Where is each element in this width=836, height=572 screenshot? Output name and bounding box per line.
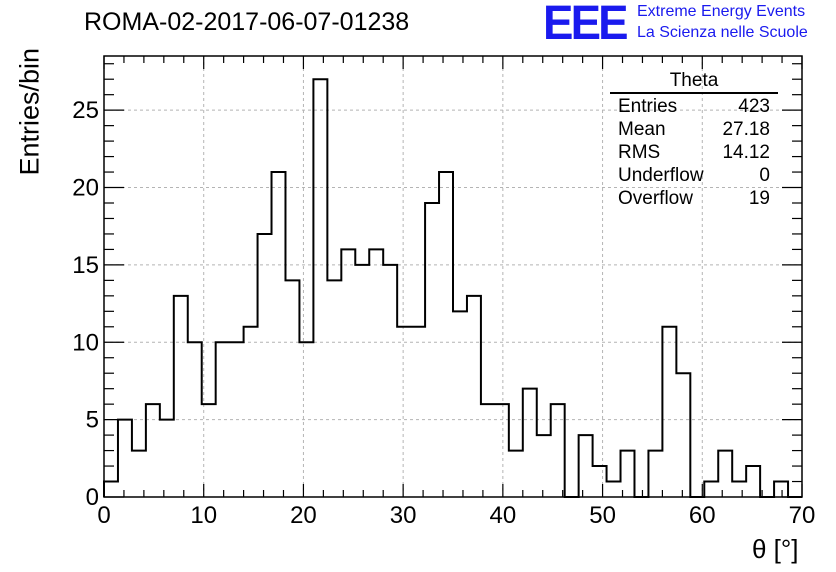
y-tick-label: 20 bbox=[72, 175, 99, 202]
plot-frame bbox=[103, 55, 803, 498]
stats-label: RMS bbox=[618, 142, 661, 163]
stats-label: Mean bbox=[618, 119, 666, 140]
histogram-outline bbox=[103, 78, 802, 498]
x-tick-label: 70 bbox=[789, 502, 816, 529]
tick-labels: 0 10 20 30 40 50 60 70 0 5 10 15 20 25 bbox=[72, 97, 815, 529]
x-tick-label: 20 bbox=[290, 502, 317, 529]
stats-row-overflow: Overflow 19 bbox=[610, 187, 778, 210]
y-axis-title: Entries/bin bbox=[14, 47, 45, 176]
stats-row-underflow: Underflow 0 bbox=[610, 164, 778, 187]
stats-row-mean: Mean 27.18 bbox=[610, 118, 778, 141]
y-tick-label: 15 bbox=[72, 252, 99, 279]
stats-box: Theta Entries 423 Mean 27.18 RMS 14.12 U… bbox=[610, 70, 778, 210]
stats-value: 423 bbox=[738, 96, 770, 117]
y-tick-label: 5 bbox=[86, 407, 99, 434]
logo-caption-line1: Extreme Energy Events bbox=[637, 3, 806, 20]
y-tick-label: 25 bbox=[72, 97, 99, 124]
x-tick-label: 40 bbox=[490, 502, 517, 529]
stats-value: 14.12 bbox=[722, 142, 770, 163]
stats-row-rms: RMS 14.12 bbox=[610, 141, 778, 164]
eee-logo-mark: EEE bbox=[543, 0, 629, 50]
stats-value: 19 bbox=[748, 188, 770, 209]
axis-ticks bbox=[103, 56, 803, 498]
stats-label: Underflow bbox=[618, 165, 704, 186]
x-tick-label: 30 bbox=[390, 502, 417, 529]
y-tick-label: 10 bbox=[72, 329, 99, 356]
stats-value: 0 bbox=[759, 165, 770, 186]
x-tick-label: 0 bbox=[97, 502, 110, 529]
x-tick-label: 10 bbox=[190, 502, 217, 529]
stats-row-entries: Entries 423 bbox=[610, 95, 778, 118]
stats-divider bbox=[610, 92, 778, 94]
stats-title: Theta bbox=[669, 70, 719, 91]
stats-label: Entries bbox=[618, 96, 678, 117]
stats-label: Overflow bbox=[618, 188, 693, 209]
x-tick-label: 50 bbox=[589, 502, 616, 529]
logo-caption-line2: La Scienza nelle Scuole bbox=[637, 24, 808, 41]
run-title: ROMA-02-2017-06-07-01238 bbox=[84, 8, 410, 36]
x-axis-title: θ [°] bbox=[752, 534, 799, 564]
x-tick-label: 60 bbox=[689, 502, 716, 529]
stats-value: 27.18 bbox=[722, 119, 770, 140]
y-tick-label: 0 bbox=[86, 484, 99, 511]
